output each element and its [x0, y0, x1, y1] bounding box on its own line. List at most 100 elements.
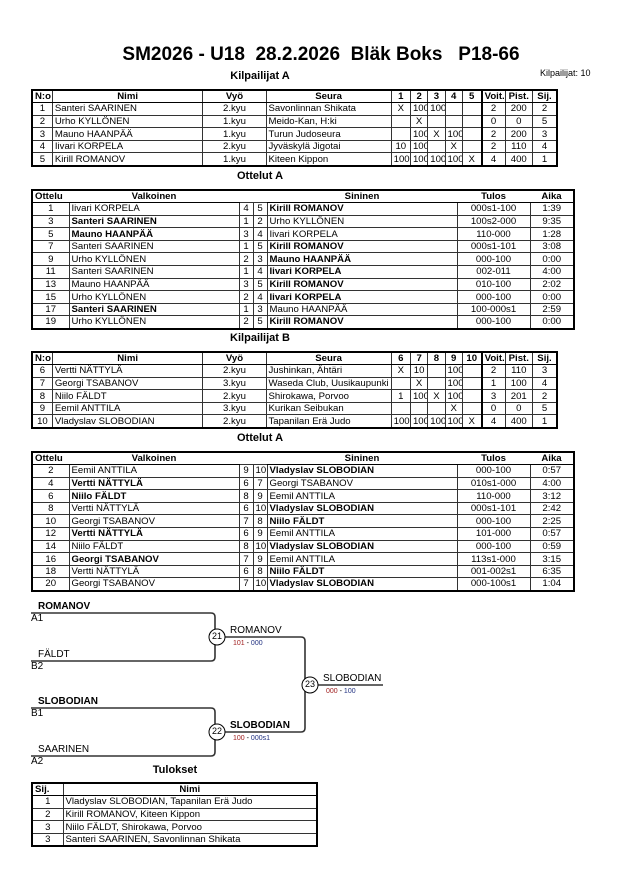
match-21-number: 21: [211, 631, 222, 641]
competitor-cell: 10: [390, 139, 411, 154]
placement: 1: [31, 795, 64, 809]
column-header: 1: [390, 89, 411, 104]
match-time: 1:04: [529, 577, 575, 592]
competitor-cell: 100: [444, 414, 463, 429]
match-row: 19 Urho KYLLÖNEN 2 5 Kirill ROMANOV 000-100 0:…: [31, 315, 575, 330]
match-row: 5 Mauno HAANPÄÄ 3 4 Iivari KORPELA 110-000 1:2…: [31, 227, 575, 241]
matches-a-table: Ottelu Valkoinen Sininen Tulos Aika 1 Iivari K…: [31, 189, 575, 330]
competitor-cell: Vladyslav SLOBODIAN: [51, 414, 204, 429]
blue-player: Vladyslav SLOBODIAN: [266, 577, 458, 592]
match-21-score: 101 - 000: [233, 640, 263, 647]
match-22-winner: SLOBODIAN: [230, 720, 290, 731]
competitor-cell: 4: [532, 376, 558, 391]
column-header: Nimi: [62, 782, 318, 797]
competitor-cell: 100: [427, 414, 446, 429]
bracket-b2-name: FÄLDT: [38, 649, 70, 660]
competitor-cell: 100: [409, 414, 429, 429]
result-name: Kirill ROMANOV, Kiteen Kippon: [62, 807, 318, 822]
results-table: Sij. Nimi 1 Vladyslav SLOBODIAN, Tapanilan …: [31, 782, 318, 847]
placement: 3: [31, 832, 64, 847]
match-row: 20 Georgi TSABANOV 7 10 Vladyslav SLOBODIAN 0…: [31, 577, 575, 592]
results-title: Tulokset: [152, 764, 198, 776]
match-23-number: 23: [304, 679, 315, 689]
competitor-row: 10 Vladyslav SLOBODIAN 2.kyu Tapanilan Erä …: [31, 414, 558, 429]
match-row: 16 Georgi TSABANOV 7 9 Eemil ANTTILA 113s1-00…: [31, 552, 575, 566]
competitor-row: 3 Mauno HAANPÄÄ 1.kyu Turun Judoseura 100 X 10…: [31, 127, 558, 141]
column-header: Sij.: [31, 782, 64, 797]
competitor-cell: 2.kyu: [202, 414, 267, 429]
competitor-row: 5 Kirill ROMANOV 1.kyu Kiteen Kippon 100 100 1…: [31, 152, 558, 167]
competitor-cell: 100: [444, 152, 463, 167]
result-row: 3 Santeri SAARINEN, Savonlinnan Shikata: [31, 832, 318, 847]
match-22-circle: [208, 723, 226, 741]
result-name: Vladyslav SLOBODIAN, Tapanilan Erä Judo: [62, 795, 318, 809]
match-22-number: 22: [211, 726, 222, 736]
match-number: 19: [31, 315, 70, 330]
pool-b-table: N:o Nimi Vyö Seura 6 7 8 9 10 Voit. Pist. Sij. 6 Vert…: [31, 351, 558, 429]
match-row: 14 Niilo FÄLDT 8 10 Vladyslav SLOBODIAN 000-1…: [31, 539, 575, 554]
match-time: 0:00: [529, 315, 575, 330]
competitor-cell: 100: [444, 127, 463, 141]
result-row: 2 Kirill ROMANOV, Kiteen Kippon: [31, 807, 318, 822]
result-row: 3 Niilo FÄLDT, Shirokawa, Porvoo: [31, 820, 318, 834]
match-22-score: 100 - 000s1: [233, 735, 270, 742]
match-row: 2 Eemil ANTTILA 9 10 Vladyslav SLOBODIAN 000-…: [31, 464, 575, 478]
bracket-line-23: [225, 636, 306, 733]
bracket-b1-seed: B1: [31, 708, 44, 719]
result-row: 1 Vladyslav SLOBODIAN, Tapanilan Erä Judo: [31, 795, 318, 809]
competitor-cell: 1: [532, 152, 558, 167]
competitor-cell: 100: [444, 364, 463, 378]
competitor-cell: 1: [532, 414, 558, 429]
result-name: Santeri SAARINEN, Savonlinnan Shikata: [62, 832, 318, 847]
matches-b-table: Ottelu Valkoinen Sininen Tulos Aika 2 Eemil AN…: [31, 451, 575, 592]
matches-b-title: Ottelut A: [236, 432, 284, 444]
match-row: 13 Mauno HAANPÄÄ 3 5 Kirill ROMANOV 010-100 2:…: [31, 277, 575, 292]
competitor-cell: Kirill ROMANOV: [51, 152, 204, 167]
match-row: 3 Santeri SAARINEN 1 2 Urho KYLLÖNEN 100s2-00…: [31, 214, 575, 229]
competitor-cell: 100: [390, 152, 411, 167]
result-name: Niilo FÄLDT, Shirokawa, Porvoo: [62, 820, 318, 834]
competitor-cell: 400: [504, 152, 534, 167]
competitor-row: 4 Iivari KORPELA 2.kyu Jyväskylä Jigotai 10 1…: [31, 139, 558, 154]
match-row: 11 Santeri SAARINEN 1 4 Iivari KORPELA 002-01…: [31, 265, 575, 279]
header-row: N:o Nimi Vyö Seura 6 7 8 9 10 Voit. Pist. Sij.: [31, 351, 558, 366]
placement: 3: [31, 820, 64, 834]
pool-a-table: N:o Nimi Vyö Seura 1 2 3 4 5 Voit. Pist. Sij. 1 Sante…: [31, 89, 558, 167]
match-row: 8 Vertti NÄTTYLÄ 6 10 Vladyslav SLOBODIAN 000…: [31, 501, 575, 516]
competitor-cell: 100: [409, 389, 429, 403]
match-23-winner: SLOBODIAN: [323, 673, 382, 684]
match-23-circle: [301, 676, 319, 694]
competitor-cell: 1.kyu: [202, 152, 267, 167]
competitor-cell: 5: [31, 152, 53, 167]
competitor-cell: 10: [31, 414, 53, 429]
match-row: 10 Georgi TSABANOV 7 8 Niilo FÄLDT 000-100 2:2…: [31, 514, 575, 529]
competitor-row: 8 Niilo FÄLDT 2.kyu Shirokawa, Porvoo 1 100 X 1…: [31, 389, 558, 403]
competitor-cell: 100: [390, 414, 411, 429]
match-21-circle: [208, 628, 226, 646]
match-row: 9 Urho KYLLÖNEN 2 3 Mauno HAANPÄÄ 000-100 0:00: [31, 252, 575, 267]
bracket-b1-name: SLOBODIAN: [38, 696, 98, 707]
match-row: 18 Vertti NÄTTYLÄ 6 8 Niilo FÄLDT 001-002s1 6:…: [31, 564, 575, 579]
pool-b-title: Kilpailijat B: [230, 332, 290, 344]
competitor-cell: 100: [409, 152, 429, 167]
match-row: 6 Niilo FÄLDT 8 9 Eemil ANTTILA 110-000 3:12: [31, 489, 575, 503]
bracket-a1-name: ROMANOV: [38, 601, 91, 612]
competitor-cell: 200: [504, 102, 534, 116]
placement: 2: [31, 807, 64, 822]
match-23-score: 000 - 100: [326, 688, 356, 695]
match-row: 12 Vertti NÄTTYLÄ 6 9 Eemil ANTTILA 101-000 0:…: [31, 527, 575, 541]
bracket-a2-name: SAARINEN: [38, 744, 90, 755]
bracket-b2-seed: B2: [31, 661, 44, 672]
match-row: 17 Santeri SAARINEN 1 3 Mauno HAANPÄÄ 100-000…: [31, 302, 575, 317]
competitor-row: 9 Eemil ANTTILA 3.kyu Kurikan Seibukan X 0 0 5: [31, 401, 558, 416]
competitor-cell: 100: [427, 152, 446, 167]
match-21-winner: ROMANOV: [230, 625, 282, 636]
competitor-count: Kilpailijat: 10: [540, 68, 591, 78]
bracket-a1-seed: A1: [31, 613, 44, 624]
pool-a-title: Kilpailijat A: [230, 70, 290, 82]
competitor-cell: 400: [504, 414, 534, 429]
page-title: SM2026 - U18 28.2.2026 Bläk Boks P18-66: [122, 44, 520, 65]
bracket-a2-seed: A2: [31, 756, 44, 767]
matches-a-title: Ottelut A: [236, 170, 284, 182]
